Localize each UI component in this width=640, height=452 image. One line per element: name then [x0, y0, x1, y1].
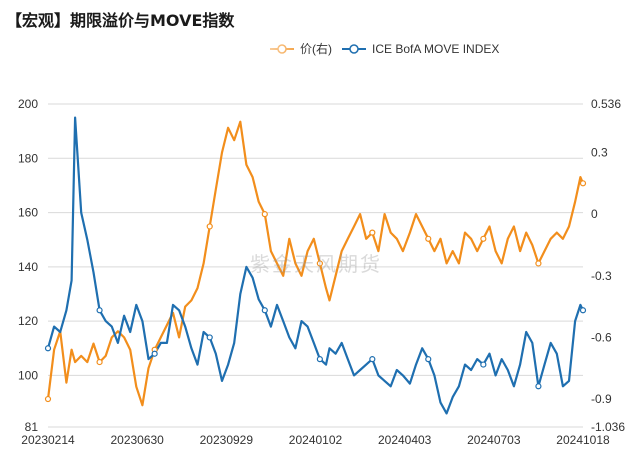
- y-right-tick-label-4: 0: [591, 207, 598, 221]
- y-right-tick-label-1: -0.9: [591, 392, 612, 406]
- x-tick-label-5: 20240703: [467, 433, 521, 447]
- y-right-tick-label-5: 0.3: [591, 145, 608, 159]
- x-tick-label-1: 20230630: [110, 433, 164, 447]
- y-left-tick-label-1: 100: [18, 368, 38, 382]
- move-index-point-72: [480, 361, 487, 368]
- y-axis-right: -1.036 -0.9 -0.6 -0.3 0 0.3 0.536: [591, 97, 625, 434]
- x-tick-label-3: 20240102: [289, 433, 343, 447]
- term-premium-point-89: [579, 180, 587, 187]
- term-premium-point-81: [535, 260, 542, 267]
- legend-label-move-index: ICE BofA MOVE INDEX: [372, 41, 500, 56]
- x-axis: 20230214 20230630 20230929 20240102 20240403…: [21, 433, 610, 447]
- move-index-point-36: [261, 307, 268, 314]
- move-index-point-9: [96, 307, 103, 314]
- move-index-point-0: [44, 345, 52, 352]
- y-left-tick-label-5: 180: [18, 151, 38, 165]
- grid-lines: [48, 103, 583, 428]
- move-index-point-63: [425, 356, 432, 363]
- page-title: 【宏观】期限溢价与MOVE指数: [6, 11, 235, 30]
- move-index-line: [46, 116, 584, 415]
- x-tick-label-2: 20230929: [200, 433, 254, 447]
- x-tick-label-6: 20241018: [556, 433, 610, 447]
- term-premium-point-72: [480, 235, 487, 242]
- series-markers: [44, 180, 587, 403]
- move-index-point-18: [151, 350, 158, 357]
- term-premium-line: [46, 120, 585, 407]
- move-index-point-89: [579, 307, 587, 314]
- y-right-tick-label-2: -0.6: [591, 330, 612, 344]
- term-premium-point-63: [425, 235, 432, 242]
- x-tick-label-0: 20230214: [21, 433, 75, 447]
- x-tick-label-4: 20240403: [378, 433, 432, 447]
- term-premium-point-0: [44, 395, 52, 403]
- move-index-point-54: [369, 356, 376, 363]
- term-premium-point-27: [206, 223, 213, 230]
- y-left-tick-label-4: 160: [18, 206, 38, 220]
- term-premium-point-36: [261, 211, 268, 218]
- y-axis-left: 81 100 120 140 160 180 200: [18, 97, 38, 434]
- y-right-tick-label-6: 0.536: [591, 97, 621, 111]
- move-index-point-81: [535, 383, 542, 390]
- y-left-tick-label-2: 120: [18, 314, 38, 328]
- legend-line-blue-icon: [342, 43, 366, 54]
- term-premium-point-54: [369, 229, 376, 236]
- move-index-point-27: [206, 334, 213, 341]
- move-index-point-45: [316, 356, 323, 363]
- watermark: 紫金天风期货: [250, 252, 382, 276]
- series-lines: [46, 116, 585, 415]
- y-right-tick-label-3: -0.3: [591, 269, 612, 283]
- y-right-tick-label-0: -1.036: [591, 420, 625, 434]
- y-left-tick-label-0: 81: [25, 420, 39, 434]
- term-premium-point-9: [96, 358, 103, 366]
- y-left-tick-label-3: 140: [18, 260, 38, 274]
- legend-fade-overlay: [150, 34, 310, 56]
- term-premium-point-45: [316, 260, 323, 267]
- legend-item-move-index[interactable]: ICE BofA MOVE INDEX: [342, 42, 499, 56]
- y-left-tick-label-6: 200: [18, 97, 38, 111]
